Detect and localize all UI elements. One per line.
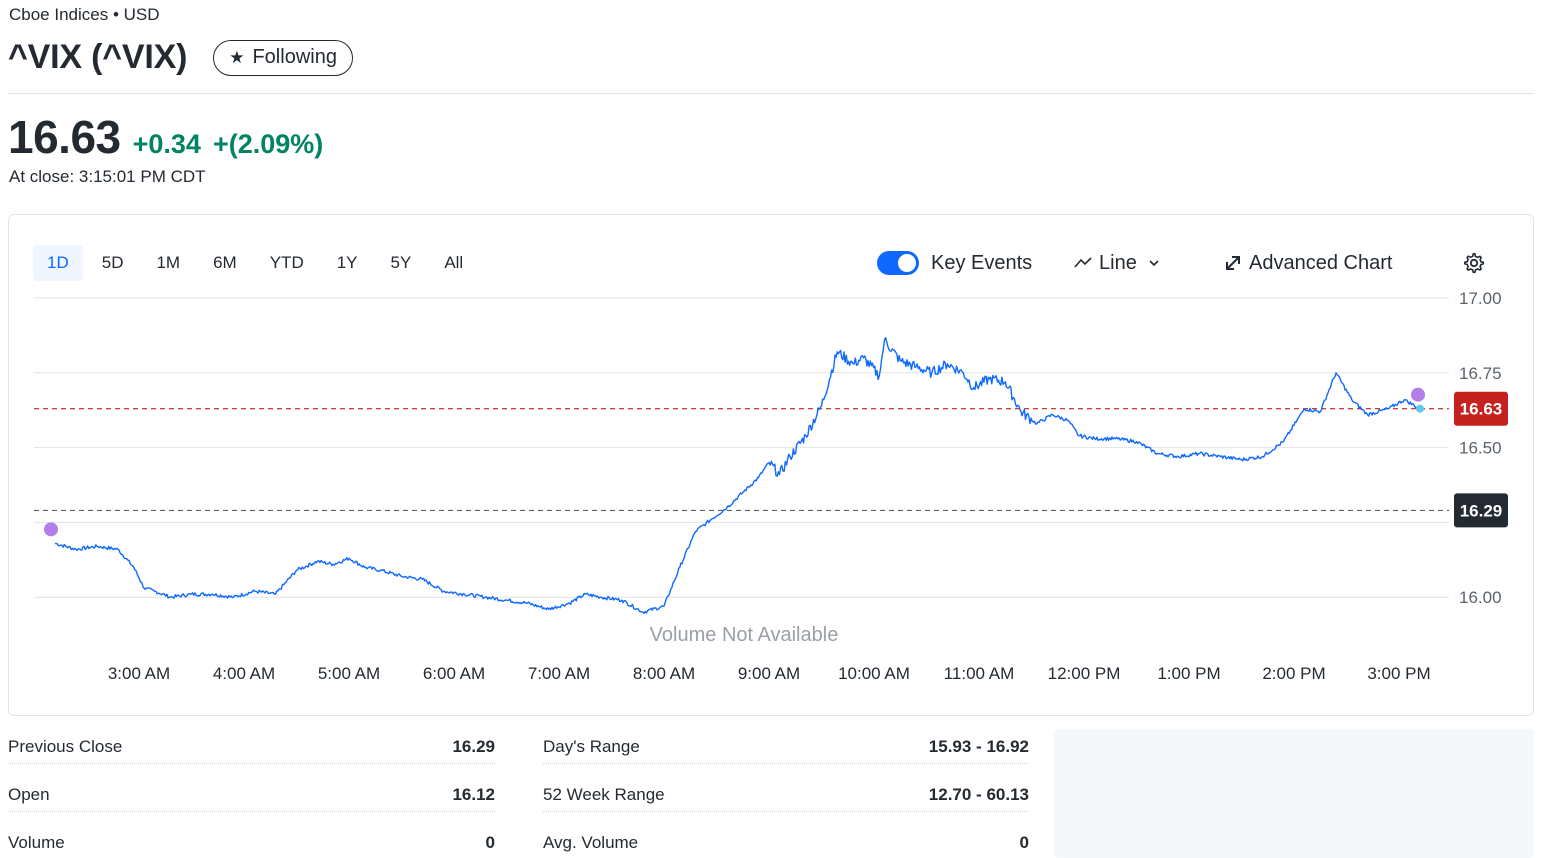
gear-icon [1464,253,1485,274]
range-selector: 1D 5D 1M 6M YTD 1Y 5Y All [33,245,482,281]
title-row: ^VIX (^VIX) ★ Following [8,38,353,77]
advanced-chart-label: Advanced Chart [1249,251,1393,274]
following-button[interactable]: ★ Following [213,39,353,76]
stat-label: 52 Week Range [543,784,665,804]
expand-icon [1226,256,1240,270]
range-all[interactable]: All [444,253,464,272]
stat-value: 16.29 [452,736,495,756]
chart-card: 1D 5D 1M 6M YTD 1Y 5Y All Key Events Line Advan… [8,214,1534,716]
previous-close-badge [1454,493,1508,528]
stat-value: 15.93 - 16.92 [928,736,1029,756]
stat-value: 16.12 [452,784,495,804]
stat-row: Open 16.12 [8,778,495,812]
previous-close-label: 16.29 [1460,501,1503,520]
chart-type-dropdown[interactable]: Line [1073,245,1167,281]
side-panel [1054,729,1534,858]
stat-row: 52 Week Range 12.70 - 60.13 [543,778,1029,812]
line-chart-icon [1074,257,1092,268]
y-tick-label: 17.00 [1459,289,1502,308]
price-change: +0.34 [132,129,201,159]
stat-row: Day's Range 15.93 - 16.92 [543,730,1029,764]
x-tick-label: 1:00 PM [1157,664,1220,683]
star-icon: ★ [229,47,245,67]
price-chart[interactable]: 17.00 16.75 16.50 16.00 3:00 AM 4:00 AM 5:00 A… [9,215,1533,715]
range-1y[interactable]: 1Y [336,253,358,272]
x-tick-label: 3:00 AM [108,664,170,683]
x-tick-label: 8:00 AM [633,664,695,683]
price-change-percent: +(2.09%) [212,129,324,159]
key-events-toggle-group[interactable]: Key Events [877,245,1032,281]
y-tick-label: 16.75 [1459,364,1502,383]
current-price-badge [1454,391,1508,426]
x-tick-label: 10:00 AM [838,664,910,683]
price-row: 16.63 +0.34 +(2.09%) [8,110,323,164]
stat-row: Avg. Volume 0 [543,826,1029,858]
chart-type-label: Line [1099,251,1137,274]
stat-value: 12.70 - 60.13 [928,784,1029,804]
stat-row: Volume 0 [8,826,495,858]
range-1d[interactable]: 1D [33,245,83,281]
last-point-marker [1416,404,1424,413]
stat-value: 0 [485,832,495,852]
x-tick-label: 9:00 AM [738,664,800,683]
x-tick-label: 6:00 AM [423,664,485,683]
key-events-toggle[interactable] [877,251,919,275]
close-time: At close: 3:15:01 PM CDT [9,167,206,186]
chart-settings-button[interactable] [1463,245,1491,281]
range-ytd[interactable]: YTD [269,253,304,272]
range-5d[interactable]: 5D [101,253,124,272]
x-tick-label: 4:00 AM [213,664,275,683]
header-divider [8,93,1534,94]
y-tick-label: 16.50 [1459,439,1502,458]
key-event-marker [44,522,58,537]
stat-row: Previous Close 16.29 [8,730,495,764]
stat-label: Volume [8,832,65,852]
key-events-label: Key Events [931,251,1033,274]
key-event-marker [1411,387,1425,402]
x-tick-label: 11:00 AM [944,664,1015,683]
stat-label: Avg. Volume [543,832,639,852]
stat-value: 0 [1019,832,1029,852]
range-1m[interactable]: 1M [156,253,181,272]
page-title: ^VIX (^VIX) [8,38,188,76]
x-tick-label: 2:00 PM [1262,664,1325,683]
range-6m[interactable]: 6M [213,253,237,272]
stat-label: Open [8,784,50,804]
range-5y[interactable]: 5Y [390,253,412,272]
chevron-down-icon [1149,260,1159,267]
following-label: Following [252,46,337,68]
volume-not-available: Volume Not Available [650,624,839,646]
x-tick-label: 3:00 PM [1367,664,1430,683]
stat-label: Previous Close [8,736,123,756]
y-tick-label: 16.00 [1459,588,1502,607]
exchange-label: Cboe Indices • USD [9,5,160,24]
current-price: 16.63 [8,111,121,163]
current-price-label: 16.63 [1460,400,1503,419]
x-tick-label: 12:00 PM [1048,664,1121,683]
x-tick-label: 7:00 AM [528,664,590,683]
price-series-line [54,336,1420,614]
stat-label: Day's Range [543,736,640,756]
advanced-chart-button[interactable]: Advanced Chart [1223,245,1392,281]
x-tick-label: 5:00 AM [318,664,380,683]
